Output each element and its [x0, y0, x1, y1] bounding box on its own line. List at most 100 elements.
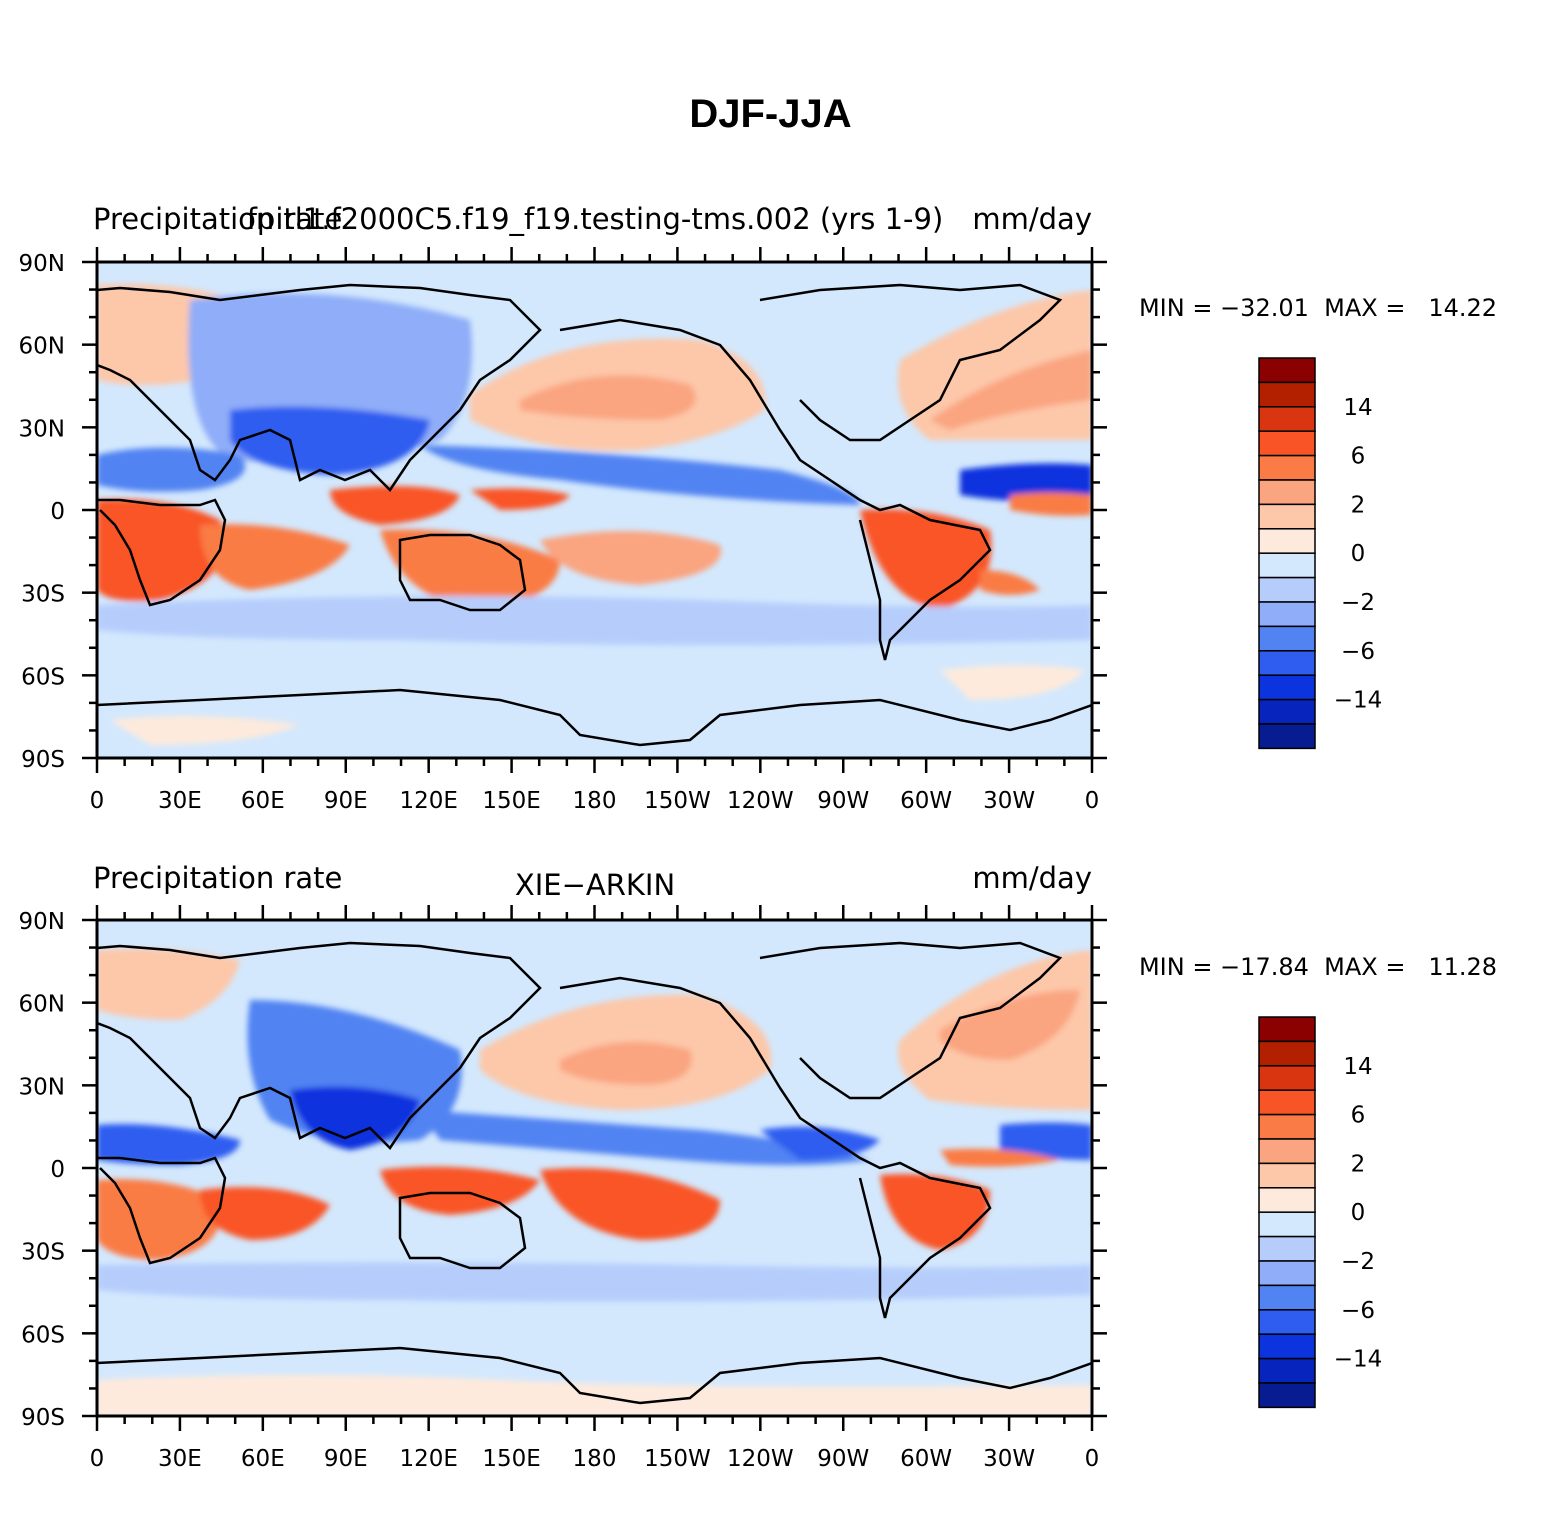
colorbar-swatch	[1258, 1260, 1316, 1287]
colorbar-swatch	[1258, 1235, 1316, 1262]
panel-left-label: Precipitation rate	[93, 861, 342, 895]
colorbar-swatch	[1258, 674, 1316, 701]
colorbar-swatch	[1258, 1089, 1316, 1116]
colorbar-swatch	[1258, 1138, 1316, 1165]
colorbar-label: 2	[1351, 1151, 1366, 1177]
lat-axis-labels: 90N 60N 30N 0 30S 60S 90S	[19, 909, 65, 1431]
lon-axis-labels: 0 30E 60E 90E 120E 150E 180 150W 120W 90W 60W 30W 0	[90, 788, 1100, 814]
lon-tick-label: 90W	[817, 788, 869, 814]
lat-axis-labels: 90N 60N 30N 0 30S 60S 90S	[19, 251, 65, 773]
lon-tick-label: 180	[573, 1446, 617, 1472]
min-max-stats: MIN = −17.84 MAX = 11.28	[1139, 953, 1497, 981]
lat-tick-label: 30N	[19, 1074, 65, 1100]
lon-tick-label: 120W	[727, 1446, 794, 1472]
lon-axis-labels: 0 30E 60E 90E 120E 150E 180 150W 120W 90W 60W 30W 0	[90, 1446, 1100, 1472]
lon-tick-label: 30E	[158, 788, 202, 814]
colorbar-swatch	[1258, 430, 1316, 457]
lon-tick-label: 30E	[158, 1446, 202, 1472]
colorbar-label: 2	[1351, 492, 1366, 518]
precip-contour-fill	[97, 284, 1092, 745]
lat-tick-label: 30N	[19, 416, 65, 442]
lon-tick-label: 180	[573, 788, 617, 814]
lat-tick-label: 90N	[19, 909, 65, 935]
colorbar-swatch	[1258, 1309, 1316, 1335]
precip-difference-map	[97, 262, 1092, 758]
lon-tick-label: 0	[1085, 1446, 1100, 1472]
colorbar-swatch	[1258, 576, 1316, 603]
axis-ticks	[82, 247, 1107, 773]
colorbar-label: 6	[1351, 444, 1366, 470]
colorbar-swatch	[1258, 1382, 1316, 1409]
panel-observations: Precipitation rate XIE−ARKIN mm/day	[19, 861, 1498, 1472]
lat-tick-label: 90N	[19, 251, 65, 277]
colorbar-swatch	[1258, 1162, 1316, 1189]
colorbar-swatch	[1258, 503, 1316, 530]
lon-tick-label: 150E	[482, 788, 540, 814]
lat-tick-label: 30S	[21, 582, 65, 608]
colorbar-swatch	[1258, 625, 1316, 652]
colorbar-label: −14	[1334, 1347, 1383, 1373]
colorbar-swatch	[1258, 528, 1316, 554]
panel-model: Precipitation rate fpitl1.f2000C5.f19_f1…	[19, 202, 1498, 814]
colorbar-label: 14	[1343, 1054, 1372, 1080]
colorbar-swatch	[1258, 454, 1316, 481]
lat-tick-label: 60N	[19, 992, 65, 1018]
coastlines	[97, 941, 1092, 1405]
colorbar-label: 0	[1351, 541, 1366, 567]
colorbar-swatch	[1258, 381, 1316, 408]
axis-ticks	[82, 905, 1107, 1431]
colorbar-swatch	[1258, 479, 1316, 506]
colorbar: 14 6 2 0 −2 −6 −14	[1258, 357, 1383, 750]
colorbar-swatch	[1258, 1065, 1316, 1091]
lon-tick-label: 30W	[983, 788, 1035, 814]
lat-tick-label: 60N	[19, 334, 65, 360]
colorbar-swatch	[1258, 723, 1316, 750]
colorbar-swatch	[1258, 1284, 1316, 1311]
lon-tick-label: 60E	[241, 1446, 285, 1472]
colorbar-label: −14	[1334, 688, 1383, 714]
lat-tick-label: 60S	[21, 664, 65, 690]
colorbar-swatch	[1258, 1211, 1316, 1238]
lon-tick-label: 120E	[399, 788, 457, 814]
colorbar-label: −6	[1341, 1298, 1375, 1324]
lon-tick-label: 60W	[900, 788, 952, 814]
colorbar-swatch	[1258, 1113, 1316, 1140]
colorbar-swatch	[1258, 1357, 1316, 1384]
lat-tick-label: 0	[50, 1157, 65, 1183]
lon-tick-label: 150W	[644, 788, 711, 814]
map-background	[97, 920, 1092, 1416]
lon-tick-label: 90E	[324, 1446, 368, 1472]
min-max-stats: MIN = −32.01 MAX = 14.22	[1139, 294, 1497, 322]
lon-tick-label: 120E	[399, 1446, 457, 1472]
lon-tick-label: 0	[1085, 788, 1100, 814]
lon-tick-label: 0	[90, 1446, 105, 1472]
lon-tick-label: 60E	[241, 788, 285, 814]
panel-units-label: mm/day	[972, 202, 1092, 236]
lon-tick-label: 90W	[817, 1446, 869, 1472]
lat-tick-label: 90S	[21, 1405, 65, 1431]
lon-tick-label: 120W	[727, 788, 794, 814]
colorbar-swatch	[1258, 357, 1316, 384]
colorbar-swatch	[1258, 1016, 1316, 1043]
colorbar-label: 0	[1351, 1200, 1366, 1226]
colorbar-swatch	[1258, 406, 1316, 432]
lon-tick-label: 150E	[482, 1446, 540, 1472]
colorbar-swatch	[1258, 552, 1316, 579]
lon-tick-label: 60W	[900, 1446, 952, 1472]
lon-tick-label: 0	[90, 788, 105, 814]
colorbar-swatch	[1258, 1333, 1316, 1360]
lat-tick-label: 90S	[21, 747, 65, 773]
colorbar-label: −2	[1341, 590, 1375, 616]
coastlines	[97, 283, 1092, 747]
colorbar-label: −6	[1341, 639, 1375, 665]
colorbar-swatch	[1258, 1187, 1316, 1213]
panel-center-label: fpitl1.f2000C5.f19_f19.testing-tms.002 (…	[247, 202, 944, 236]
lon-tick-label: 150W	[644, 1446, 711, 1472]
colorbar-swatch	[1258, 650, 1316, 676]
panel-units-label: mm/day	[972, 861, 1092, 895]
lon-tick-label: 90E	[324, 788, 368, 814]
colorbar-swatch	[1258, 1040, 1316, 1067]
lat-tick-label: 60S	[21, 1322, 65, 1348]
colorbar: 14 6 2 0 −2 −6 −14	[1258, 1016, 1383, 1409]
